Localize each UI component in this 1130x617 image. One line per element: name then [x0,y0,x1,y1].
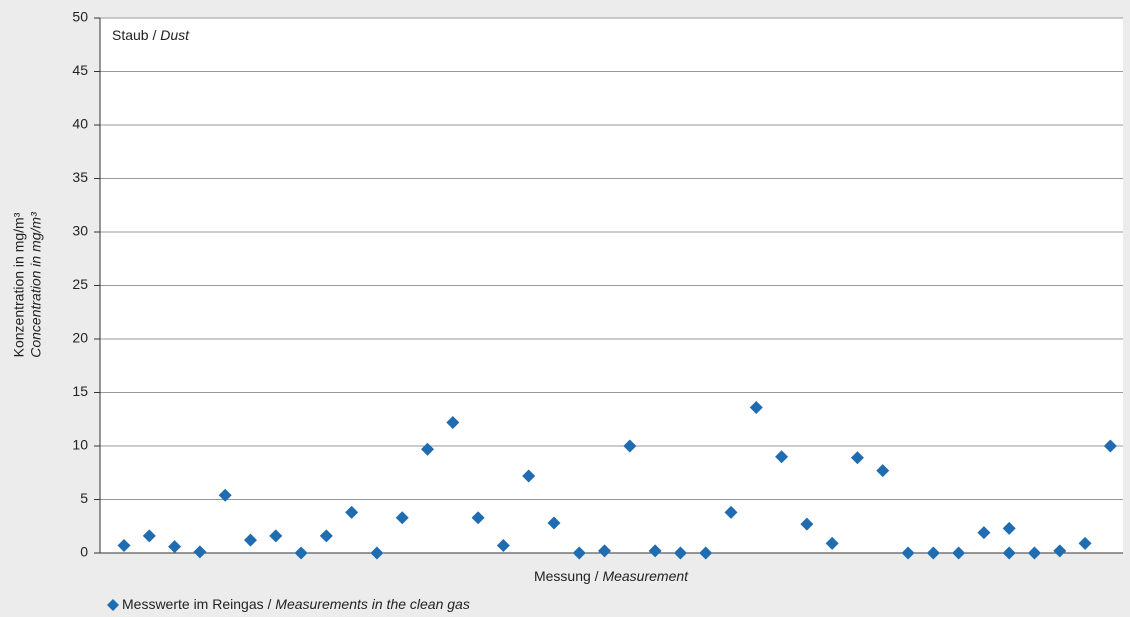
y-tick-label: 15 [72,383,88,399]
data-point [724,505,738,519]
y-tick-label: 20 [72,330,88,346]
data-point [876,464,890,478]
data-point [243,533,257,547]
data-point [168,540,182,554]
data-point [395,511,409,525]
data-point [800,517,814,531]
data-point [775,450,789,464]
data-point [977,526,991,540]
data-point [218,488,232,502]
data-point [522,469,536,483]
data-point [952,546,966,560]
y-axis-label: Konzentration in mg/m³ [11,212,27,357]
data-point [142,529,156,543]
data-point [648,544,662,558]
data-point [1027,546,1041,560]
y-tick-label: 50 [72,9,88,25]
data-point [345,505,359,519]
legend-marker [107,599,119,611]
data-point [117,539,131,553]
y-tick-label: 10 [72,437,88,453]
data-point [926,546,940,560]
data-point [193,545,207,559]
data-point [1103,439,1117,453]
data-point [598,544,612,558]
data-point [901,546,915,560]
legend-label: Messwerte im Reingas / Measurements in t… [122,596,470,612]
data-point [623,439,637,453]
y-tick-label: 30 [72,223,88,239]
data-point [1053,544,1067,558]
data-point [471,511,485,525]
data-point [294,546,308,560]
data-point [269,529,283,543]
x-axis-label: Messung / Measurement [534,568,689,584]
data-point [319,529,333,543]
data-point [1002,521,1016,535]
data-point [749,400,763,414]
data-point [850,451,864,465]
y-tick-label: 25 [72,276,88,292]
annotation: Staub / Dust [112,27,190,43]
data-point [547,516,561,530]
y-tick-label: 45 [72,62,88,78]
data-point [1002,546,1016,560]
data-point [699,546,713,560]
data-point [370,546,384,560]
y-tick-label: 0 [80,544,88,560]
y-tick-label: 5 [80,490,88,506]
data-point [1078,536,1092,550]
data-point [673,546,687,560]
y-tick-label: 40 [72,116,88,132]
data-point [496,539,510,553]
data-point [825,536,839,550]
data-point [572,546,586,560]
y-tick-label: 35 [72,169,88,185]
data-point [446,415,460,429]
y-axis-label: Concentration in mg/m³ [28,212,44,358]
data-point [421,442,435,456]
